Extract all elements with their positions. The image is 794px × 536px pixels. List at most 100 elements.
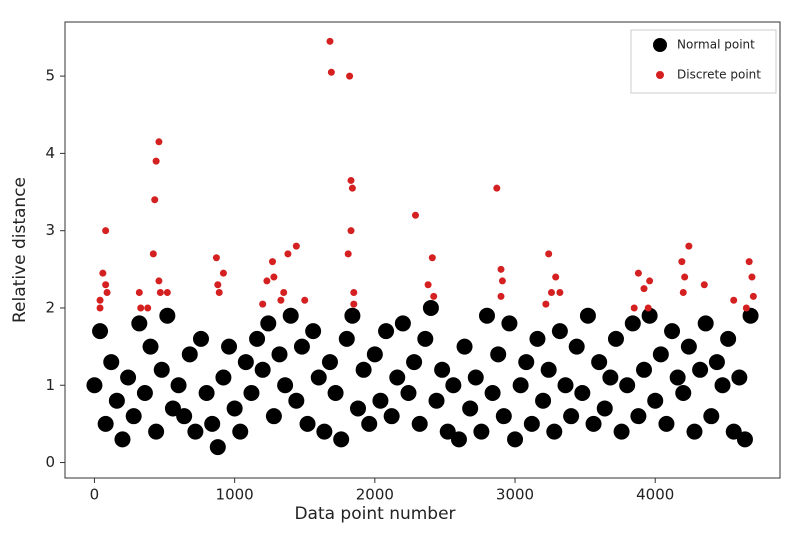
scatter-point bbox=[155, 277, 163, 285]
scatter-point bbox=[428, 254, 436, 262]
scatter-point bbox=[652, 346, 669, 363]
x-tick-label: 1000 bbox=[216, 486, 254, 504]
scatter-point bbox=[265, 408, 282, 425]
scatter-point bbox=[92, 323, 109, 340]
scatter-point bbox=[310, 369, 327, 386]
scatter-point bbox=[607, 330, 624, 347]
scatter-point bbox=[389, 369, 406, 386]
scatter-point bbox=[434, 361, 451, 378]
scatter-point bbox=[321, 354, 338, 371]
scatter-point bbox=[478, 307, 495, 324]
scatter-point bbox=[644, 304, 652, 312]
scatter-point bbox=[748, 273, 756, 281]
scatter-point bbox=[507, 431, 524, 448]
scatter-point bbox=[535, 392, 552, 409]
scatter-point bbox=[282, 307, 299, 324]
scatter-point bbox=[498, 277, 506, 285]
scatter-point bbox=[120, 369, 137, 386]
scatter-point bbox=[299, 415, 316, 432]
scatter-point bbox=[647, 392, 664, 409]
scatter-point bbox=[422, 299, 439, 316]
scatter-point bbox=[243, 384, 260, 401]
scatter-point bbox=[428, 392, 445, 409]
scatter-point bbox=[156, 289, 164, 297]
scatter-point bbox=[596, 400, 613, 417]
y-tick-label: 2 bbox=[45, 298, 55, 316]
legend-label: Normal point bbox=[677, 38, 755, 52]
scatter-point bbox=[346, 72, 354, 80]
scatter-point bbox=[730, 296, 738, 304]
scatter-point bbox=[736, 431, 753, 448]
scatter-point bbox=[347, 227, 355, 235]
scatter-point bbox=[686, 423, 703, 440]
scatter-point bbox=[546, 423, 563, 440]
scatter-point bbox=[450, 431, 467, 448]
scatter-point bbox=[467, 369, 484, 386]
scatter-point bbox=[574, 384, 591, 401]
scatter-point bbox=[568, 338, 585, 355]
scatter-point bbox=[542, 300, 550, 308]
scatter-point bbox=[102, 281, 110, 289]
y-tick-label: 5 bbox=[45, 67, 55, 85]
x-axis-label: Data point number bbox=[294, 504, 455, 524]
scatter-point bbox=[658, 415, 675, 432]
scatter-point bbox=[176, 408, 193, 425]
scatter-point bbox=[400, 384, 417, 401]
scatter-point bbox=[361, 415, 378, 432]
scatter-point bbox=[619, 377, 636, 394]
scatter-point bbox=[237, 354, 254, 371]
x-tick-label: 4000 bbox=[636, 486, 674, 504]
scatter-point bbox=[192, 330, 209, 347]
scatter-point bbox=[411, 415, 428, 432]
scatter-point bbox=[445, 377, 462, 394]
scatter-point bbox=[484, 384, 501, 401]
scatter-point bbox=[347, 176, 355, 184]
scatter-point bbox=[204, 415, 221, 432]
scatter-point bbox=[327, 384, 344, 401]
scatter-point bbox=[301, 296, 309, 304]
scatter-point bbox=[221, 338, 238, 355]
scatter-point bbox=[215, 289, 223, 297]
scatter-point bbox=[270, 273, 278, 281]
y-tick-label: 4 bbox=[45, 144, 55, 162]
y-tick-label: 1 bbox=[45, 376, 55, 394]
scatter-point bbox=[681, 273, 689, 281]
scatter-point bbox=[731, 369, 748, 386]
scatter-point bbox=[720, 330, 737, 347]
scatter-point bbox=[493, 184, 501, 192]
scatter-point bbox=[700, 281, 708, 289]
scatter-point bbox=[545, 250, 553, 258]
scatter-point bbox=[714, 377, 731, 394]
scatter-point bbox=[164, 400, 181, 417]
scatter-point bbox=[142, 338, 159, 355]
scatter-point bbox=[102, 227, 110, 235]
scatter-point bbox=[288, 392, 305, 409]
scatter-point bbox=[613, 423, 630, 440]
scatter-point bbox=[305, 323, 322, 340]
scatter-point bbox=[749, 292, 757, 300]
scatter-point bbox=[249, 330, 266, 347]
plot-frame bbox=[64, 21, 781, 479]
y-tick-label: 3 bbox=[45, 221, 55, 239]
scatter-point bbox=[630, 408, 647, 425]
scatter-point bbox=[646, 277, 654, 285]
scatter-point bbox=[149, 250, 157, 258]
scatter-point bbox=[669, 369, 686, 386]
scatter-point bbox=[473, 423, 490, 440]
scatter-point bbox=[280, 289, 288, 297]
scatter-point bbox=[350, 300, 358, 308]
scatter-point bbox=[135, 289, 143, 297]
scatter-point bbox=[152, 157, 160, 165]
scatter-point bbox=[350, 289, 358, 297]
scatter-point bbox=[198, 384, 215, 401]
scatter-point bbox=[742, 307, 759, 324]
scatter-point bbox=[372, 392, 389, 409]
scatter-point bbox=[685, 242, 693, 250]
scatter-point bbox=[153, 361, 170, 378]
scatter-point bbox=[490, 346, 507, 363]
scatter-point bbox=[675, 384, 692, 401]
scatter-point bbox=[131, 315, 148, 332]
y-axis-label: Relative distance bbox=[10, 177, 30, 323]
scatter-point bbox=[640, 285, 648, 293]
